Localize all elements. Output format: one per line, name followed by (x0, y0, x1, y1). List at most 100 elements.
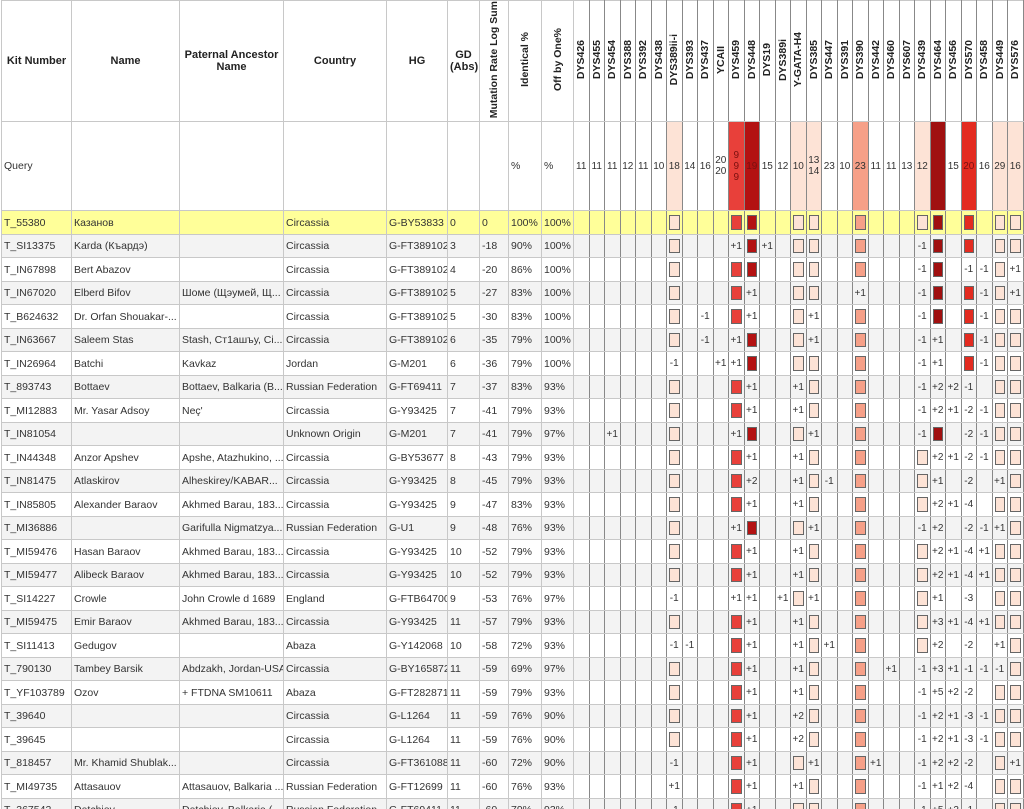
marker-cell (728, 656, 745, 682)
marker-cell (604, 586, 621, 611)
marker-header: DYS426 (573, 0, 590, 123)
marker-box (808, 450, 819, 465)
marker-cell (712, 586, 729, 611)
marker-cell (635, 703, 652, 729)
marker-box (855, 262, 866, 277)
marker-cell (588, 280, 605, 306)
marker-cell (774, 750, 791, 776)
marker-cell: +1 (991, 468, 1008, 494)
marker-cell (867, 727, 884, 752)
marker-cell (681, 680, 698, 705)
marker-cell (712, 280, 729, 306)
marker-box (994, 802, 1005, 809)
cell (71, 121, 180, 212)
marker-cell (883, 374, 900, 400)
cell: Elberd Bifov (71, 280, 180, 306)
marker-cell (650, 280, 667, 306)
marker-box (808, 661, 819, 677)
marker-cell (604, 280, 621, 306)
marker-cell: -2 (960, 421, 977, 447)
marker-cell (883, 398, 900, 423)
cell: 93% (541, 468, 574, 494)
cell: 93% (541, 515, 574, 541)
cell: Abdzakh, Jordan-USA (179, 656, 284, 682)
marker-header: DYS442 (867, 0, 884, 123)
marker-cell (821, 656, 838, 682)
cell: Circassia (283, 327, 387, 353)
cell: Шоме (Щэумей, Щ... (179, 280, 284, 306)
marker-cell (867, 445, 884, 470)
marker-box (808, 238, 819, 254)
marker-cell (697, 774, 714, 799)
marker-header-text: DYS389i (776, 38, 789, 81)
marker-cell (821, 304, 838, 329)
query-row: Query%% 11 11 11 12 11 10 18 14 16 20 20 9 9 9 19 15 12 10… (1, 121, 1024, 212)
marker-box (963, 215, 974, 230)
marker-cell (573, 445, 590, 470)
marker-cell (604, 774, 621, 799)
marker-box (855, 638, 866, 653)
marker-header: DYS460 (883, 0, 900, 123)
cell: G-FT389102 (386, 257, 448, 282)
cell: 79% (508, 398, 542, 423)
marker-cell (991, 398, 1008, 423)
marker-cell: +1 (805, 586, 822, 611)
cell (179, 703, 284, 729)
marker-cell (821, 398, 838, 423)
marker-cell: +2 (945, 374, 962, 400)
marker-cell (945, 586, 962, 611)
marker-cell: +1 (790, 492, 807, 517)
marker-cell (976, 774, 993, 799)
marker-cell: +1 (666, 774, 683, 799)
marker-cell (883, 633, 900, 658)
cell: Batchi (71, 351, 180, 376)
cell: Circassia (283, 280, 387, 306)
marker-cell (976, 680, 993, 705)
marker-cell: +2 (945, 680, 962, 705)
cell: Circassia (283, 656, 387, 682)
marker-cell (945, 304, 962, 329)
column-header: GD (Abs) (447, 0, 480, 123)
column-header-text: Identical % (519, 32, 531, 88)
marker-box (994, 708, 1005, 724)
marker-box (855, 779, 866, 794)
marker-cell (1007, 233, 1024, 259)
cell: G-FT282871 (386, 680, 448, 705)
marker-cell (883, 468, 900, 494)
marker-cell (821, 351, 838, 376)
marker-cell (635, 351, 652, 376)
marker-cell (991, 445, 1008, 470)
marker-cell: +1 (743, 562, 760, 588)
cell: T_IN44348 (1, 445, 72, 470)
marker-cell (681, 797, 698, 809)
marker-cell (604, 351, 621, 376)
marker-cell (852, 774, 869, 799)
marker-cell (883, 562, 900, 588)
marker-cell: -1 (914, 727, 931, 752)
marker-cell (635, 257, 652, 282)
marker-cell (774, 515, 791, 541)
marker-cell (1007, 774, 1024, 799)
marker-cell: +2 (945, 797, 962, 809)
marker-cell (588, 445, 605, 470)
marker-cell (1007, 351, 1024, 376)
marker-cell (712, 374, 729, 400)
marker-cell (898, 703, 915, 729)
marker-box (855, 379, 866, 395)
marker-cell (1007, 374, 1024, 400)
marker-cell: +2 (929, 445, 946, 470)
marker-cell (635, 774, 652, 799)
marker-cell (619, 351, 636, 376)
marker-cell (852, 304, 869, 329)
marker-cell (650, 515, 667, 541)
cell: -37 (479, 374, 509, 400)
marker-box (746, 238, 757, 254)
marker-cell (805, 774, 822, 799)
marker-box (855, 661, 866, 677)
marker-cell: -1 (681, 633, 698, 658)
cell: 10 (447, 539, 480, 564)
marker-cell (991, 680, 1008, 705)
cell: G-Y93425 (386, 609, 448, 635)
marker-cell: +1 (976, 562, 993, 588)
